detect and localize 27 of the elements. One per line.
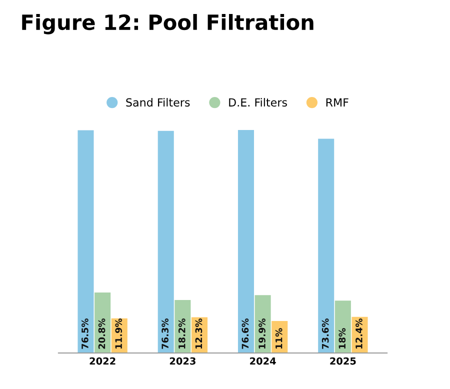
legend-label: D.E. Filters — [229, 98, 287, 107]
data-label: 12.4% — [356, 318, 362, 348]
data-label: 73.6% — [322, 318, 329, 349]
data-label: 76.6% — [242, 318, 249, 349]
bar — [94, 292, 111, 353]
data-label: 19.9% — [258, 318, 266, 348]
bar — [78, 130, 94, 353]
x-tick-label: 2025 — [330, 357, 356, 365]
data-label: 20.8% — [98, 318, 106, 349]
bar — [158, 130, 174, 353]
bar — [318, 138, 334, 353]
data-label: 12.3% — [195, 318, 202, 348]
x-tick-label: 2022 — [90, 357, 116, 365]
bar — [334, 300, 351, 353]
data-label: 18% — [338, 328, 346, 348]
data-label: 11% — [275, 328, 282, 348]
chart-title: Figure 12: Pool Filtration — [22, 14, 314, 34]
x-tick-label: 2024 — [250, 357, 276, 365]
data-label: 18.2% — [178, 318, 186, 348]
legend-label: RMF — [326, 98, 348, 106]
bar — [254, 295, 271, 353]
data-label: 11.9% — [115, 318, 122, 348]
data-label: 76.5% — [82, 318, 88, 349]
legend-label: Sand Filters — [126, 98, 190, 107]
x-tick-label: 2023 — [170, 357, 196, 365]
bar — [238, 130, 254, 353]
data-label: 76.3% — [162, 318, 168, 349]
